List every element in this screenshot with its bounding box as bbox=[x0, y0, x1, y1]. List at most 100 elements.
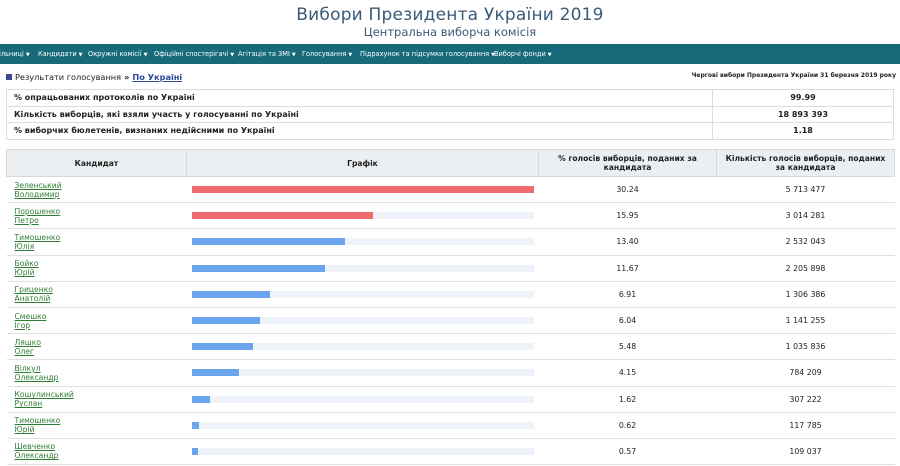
stats-row: % опрацьованих протоколів по Україні 99.… bbox=[6, 89, 894, 107]
vote-bar bbox=[191, 343, 254, 351]
candidate-given-name[interactable]: Петро bbox=[14, 215, 39, 225]
candidate-name-link[interactable]: Шевченко Олександр bbox=[6, 437, 187, 466]
vote-bar-track bbox=[191, 421, 534, 429]
candidate-surname[interactable]: Кошулинський bbox=[14, 390, 74, 400]
breadcrumb: Результати голосування» По Україні bbox=[6, 70, 182, 84]
vote-percent: 13.40 bbox=[538, 228, 717, 256]
vote-count: 3 014 281 bbox=[716, 202, 895, 230]
breadcrumb-separator: » bbox=[124, 72, 130, 82]
candidate-surname[interactable]: Тимошенко bbox=[14, 416, 61, 426]
candidate-given-name[interactable]: Ігор bbox=[14, 320, 31, 330]
candidate-given-name[interactable]: Руслан bbox=[14, 399, 43, 409]
vote-count: 2 532 043 bbox=[716, 228, 895, 256]
vote-bar bbox=[191, 264, 325, 272]
vote-bar bbox=[191, 447, 199, 455]
candidate-surname[interactable]: Вілкул bbox=[14, 363, 41, 373]
candidate-name-link[interactable]: Зеленський Володимир bbox=[6, 175, 187, 204]
candidate-surname[interactable]: Гриценко bbox=[14, 285, 53, 295]
vote-bar-cell bbox=[186, 385, 539, 413]
nav-item-agitation[interactable]: Агітація та ЗМІ ▼ bbox=[238, 50, 296, 58]
candidate-given-name[interactable]: Олександр bbox=[14, 372, 59, 382]
vote-bar-cell bbox=[186, 228, 539, 256]
vote-bar-track bbox=[191, 447, 534, 455]
vote-bar-track bbox=[191, 238, 534, 246]
candidate-surname[interactable]: Ляшко bbox=[14, 337, 41, 347]
square-bullet-icon bbox=[6, 74, 12, 80]
vote-bar bbox=[191, 290, 271, 298]
caret-down-icon: ▼ bbox=[230, 52, 235, 58]
nav-item-funds[interactable]: Виборчі фонди ▼ bbox=[494, 50, 552, 58]
candidate-name-link[interactable]: Порошенко Петро bbox=[6, 202, 187, 230]
vote-bar bbox=[191, 186, 534, 193]
vote-bar bbox=[191, 369, 240, 377]
table-row: Порошенко Петро 15.95 3 014 281 bbox=[6, 202, 895, 230]
candidate-given-name[interactable]: Олег bbox=[14, 346, 35, 356]
header-candidate: Кандидат bbox=[6, 149, 187, 177]
vote-percent: 1.62 bbox=[538, 385, 717, 413]
vote-bar bbox=[191, 421, 200, 429]
vote-bar-track bbox=[191, 395, 534, 403]
candidate-given-name[interactable]: Олександр bbox=[14, 451, 59, 461]
stats-row: % виборчих бюлетенів, визнаних недійсним… bbox=[6, 122, 894, 140]
table-row: Шевченко Олександр 0.57 109 037 bbox=[6, 437, 895, 466]
page-title: Вибори Президента України 2019 bbox=[296, 5, 604, 25]
candidate-surname[interactable]: Шевченко bbox=[14, 442, 56, 452]
vote-bar-track bbox=[191, 290, 534, 298]
vote-percent: 30.24 bbox=[538, 175, 717, 204]
candidate-given-name[interactable]: Анатолій bbox=[14, 294, 51, 304]
table-row: Тимошенко Юрій 0.62 117 785 bbox=[6, 411, 895, 439]
candidate-name-link[interactable]: Гриценко Анатолій bbox=[6, 280, 187, 308]
nav-item-counting[interactable]: Підрахунок та підсумки голосування ▼ bbox=[360, 50, 495, 58]
caret-down-icon: ▼ bbox=[143, 52, 148, 58]
table-row: Гриценко Анатолій 6.91 1 306 386 bbox=[6, 280, 895, 308]
candidate-name-link[interactable]: Смешко Ігор bbox=[6, 306, 187, 335]
header-pct: % голосів виборців, поданих за кандидата bbox=[538, 149, 717, 177]
candidate-name-link[interactable]: Бойко Юрій bbox=[6, 254, 187, 282]
table-row: Бойко Юрій 11.67 2 205 898 bbox=[6, 254, 895, 282]
vote-count: 5 713 477 bbox=[716, 175, 895, 204]
caret-down-icon: ▼ bbox=[547, 52, 552, 58]
vote-bar-track bbox=[191, 369, 534, 377]
stats-label: % виборчих бюлетенів, визнаних недійсним… bbox=[6, 122, 713, 140]
candidate-name-link[interactable]: Вілкул Олександр bbox=[6, 359, 187, 387]
candidate-surname[interactable]: Тимошенко bbox=[14, 232, 61, 242]
candidate-given-name[interactable]: Юрій bbox=[14, 425, 35, 435]
vote-bar-track bbox=[191, 316, 534, 324]
candidate-surname[interactable]: Бойко bbox=[14, 259, 39, 269]
vote-bar-cell bbox=[186, 333, 539, 361]
candidate-name-link[interactable]: Тимошенко Юлія bbox=[6, 228, 187, 256]
vote-count: 307 222 bbox=[716, 385, 895, 413]
candidate-given-name[interactable]: Юрій bbox=[14, 268, 35, 278]
nav-item-voting[interactable]: Голосування ▼ bbox=[302, 50, 353, 58]
vote-bar-track bbox=[191, 212, 534, 220]
vote-bar-cell bbox=[186, 359, 539, 387]
breadcrumb-root[interactable]: Результати голосування bbox=[15, 72, 122, 82]
header-graph: Графік bbox=[186, 149, 539, 177]
candidate-name-link[interactable]: Кошулинський Руслан bbox=[6, 385, 187, 413]
stats-label: % опрацьованих протоколів по Україні bbox=[6, 89, 713, 107]
candidate-surname[interactable]: Порошенко bbox=[14, 206, 61, 216]
caret-down-icon: ▼ bbox=[348, 52, 353, 58]
candidate-given-name[interactable]: Володимир bbox=[14, 189, 60, 199]
vote-percent: 0.57 bbox=[538, 437, 717, 466]
nav-item-observers[interactable]: Офіційні спостерігачі ▼ bbox=[154, 50, 235, 58]
vote-percent: 15.95 bbox=[538, 202, 717, 230]
caret-down-icon: ▼ bbox=[25, 52, 30, 58]
candidate-surname[interactable]: Смешко bbox=[14, 311, 47, 321]
breadcrumb-current[interactable]: По Україні bbox=[132, 72, 183, 82]
vote-count: 109 037 bbox=[716, 437, 895, 466]
candidate-surname[interactable]: Зеленський bbox=[14, 180, 62, 190]
nav-item-candidates[interactable]: Кандидати ▼ bbox=[38, 50, 83, 58]
nav-item-stations[interactable]: ільниці ▼ bbox=[0, 50, 30, 58]
vote-count: 2 205 898 bbox=[716, 254, 895, 282]
candidate-name-link[interactable]: Тимошенко Юрій bbox=[6, 411, 187, 439]
vote-bar bbox=[191, 238, 346, 246]
vote-percent: 0.62 bbox=[538, 411, 717, 439]
table-row: Смешко Ігор 6.04 1 141 255 bbox=[6, 306, 895, 335]
nav-item-district-commissions[interactable]: Окружні комісії ▼ bbox=[88, 50, 148, 58]
table-row: Кошулинський Руслан 1.62 307 222 bbox=[6, 385, 895, 413]
candidate-given-name[interactable]: Юлія bbox=[14, 241, 35, 251]
vote-count: 1 306 386 bbox=[716, 280, 895, 308]
candidate-name-link[interactable]: Ляшко Олег bbox=[6, 333, 187, 361]
page-header: Вибори Президента України 2019 Центральн… bbox=[0, 0, 900, 44]
